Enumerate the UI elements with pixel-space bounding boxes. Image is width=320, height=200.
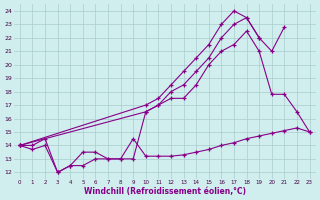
X-axis label: Windchill (Refroidissement éolien,°C): Windchill (Refroidissement éolien,°C) [84, 187, 246, 196]
